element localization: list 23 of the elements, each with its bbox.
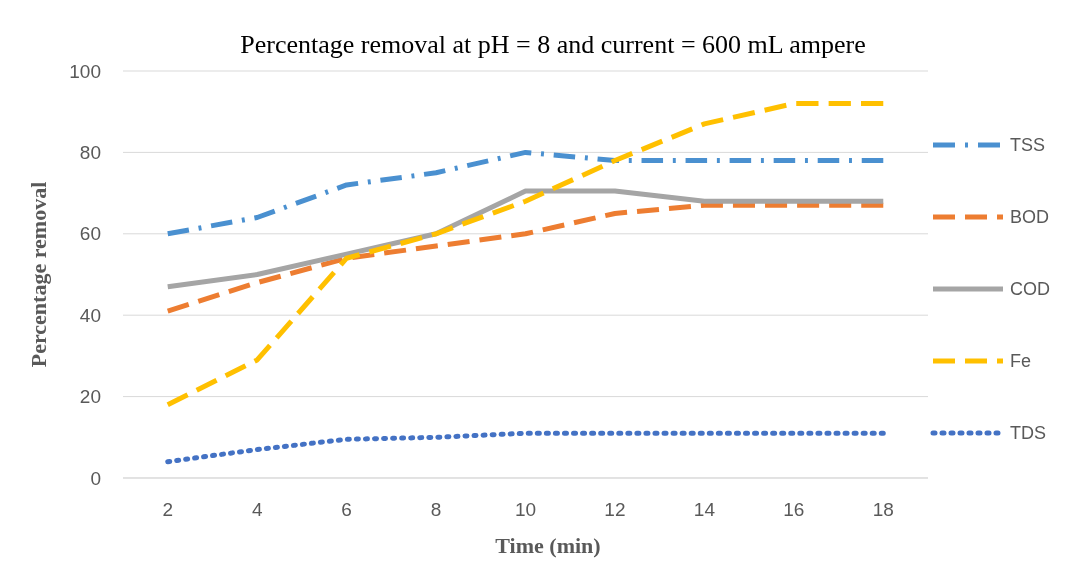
x-axis-title: Time (min) bbox=[495, 533, 601, 558]
x-tick-label: 10 bbox=[514, 499, 537, 520]
y-tick-label: 0 bbox=[90, 467, 101, 489]
y-axis-title: Percentage removal bbox=[26, 181, 51, 368]
x-tick-label: 8 bbox=[430, 499, 442, 520]
chart-title: Percentage removal at pH = 8 and current = 600 mL ampere bbox=[240, 30, 866, 59]
x-tick-label: 6 bbox=[341, 499, 352, 520]
legend-label: BOD bbox=[1010, 207, 1050, 228]
y-tick-label: 80 bbox=[79, 142, 101, 164]
y-tick-label: 20 bbox=[79, 386, 101, 408]
x-tick-label: 2 bbox=[162, 499, 174, 520]
x-tick-label: 12 bbox=[604, 499, 626, 520]
legend-label: TSS bbox=[1010, 135, 1046, 156]
x-tick-label: 14 bbox=[693, 499, 716, 520]
legend-label: COD bbox=[1010, 279, 1050, 300]
x-tick-label: 16 bbox=[783, 499, 805, 520]
y-tick-label: 40 bbox=[79, 304, 101, 326]
y-tick-label: 100 bbox=[69, 60, 101, 82]
legend-label: TDS bbox=[1010, 423, 1046, 444]
x-tick-label: 4 bbox=[251, 499, 263, 520]
legend-label: Fe bbox=[1010, 351, 1032, 372]
x-tick-label: 18 bbox=[872, 499, 894, 520]
y-tick-label: 60 bbox=[79, 223, 101, 245]
